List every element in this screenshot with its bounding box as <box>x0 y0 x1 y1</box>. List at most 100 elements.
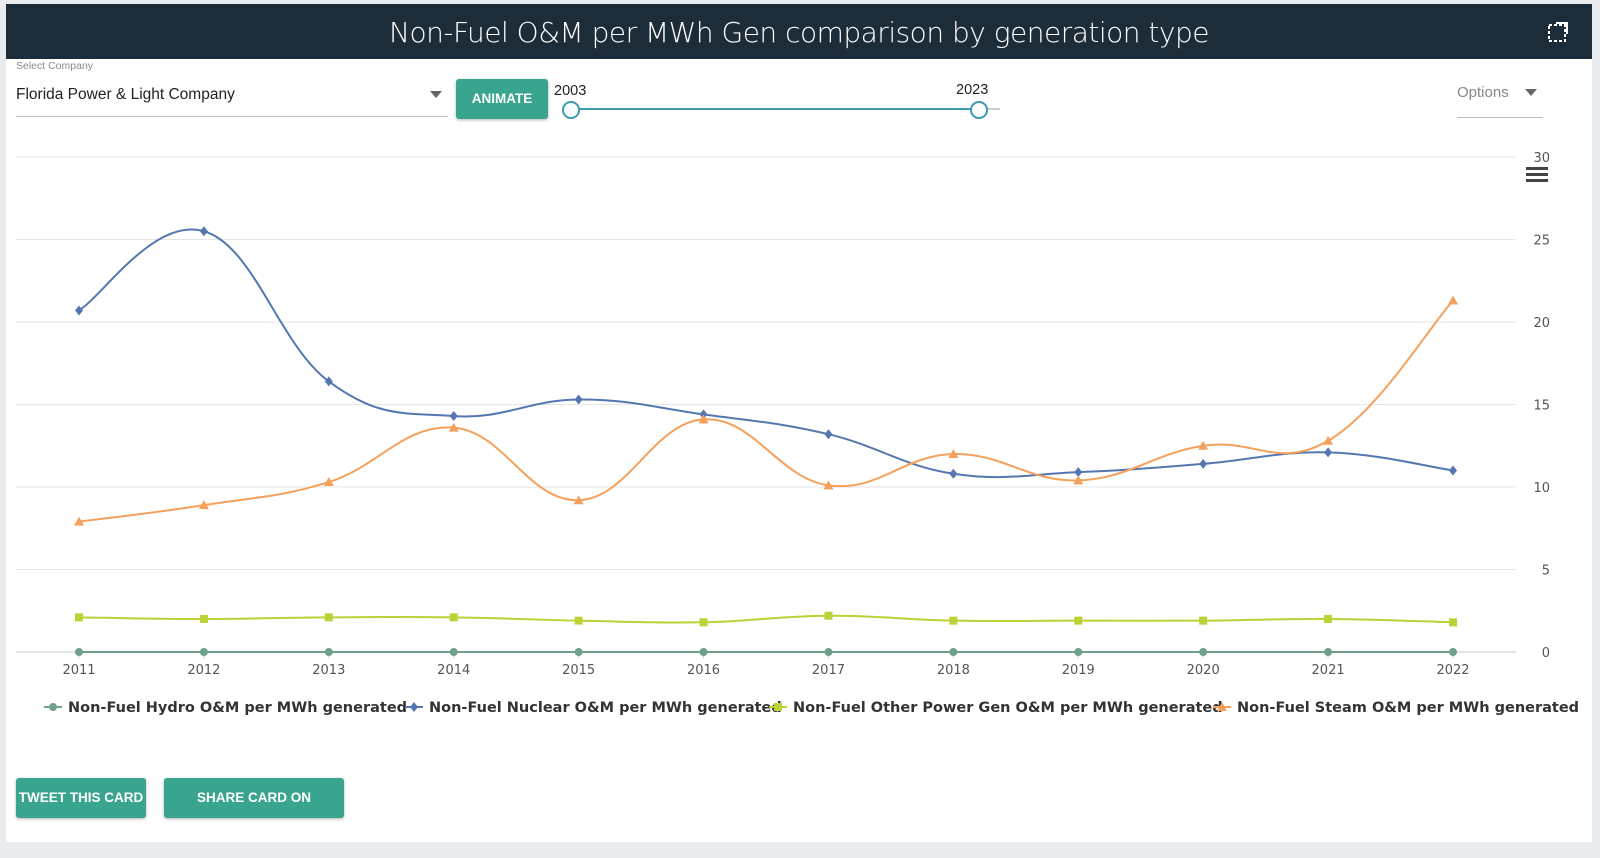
x-tick-label: 2016 <box>687 663 720 678</box>
card-title: Non-Fuel O&M per MWh Gen comparison by g… <box>389 16 1209 49</box>
series-line <box>78 614 1454 624</box>
data-point[interactable] <box>574 394 583 405</box>
chart-card: Non-Fuel O&M per MWh Gen comparison by g… <box>6 4 1592 845</box>
data-point[interactable] <box>1324 447 1333 458</box>
options-dropdown[interactable]: Options <box>1457 82 1543 118</box>
legend-item[interactable]: Non-Fuel Hydro O&M per MWh generated <box>44 700 407 716</box>
data-point[interactable] <box>948 449 959 458</box>
x-tick-label: 2018 <box>937 663 970 678</box>
data-point[interactable] <box>449 648 458 656</box>
x-tick-label: 2017 <box>812 663 845 678</box>
legend-label: Non-Fuel Hydro O&M per MWh generated <box>68 700 407 716</box>
x-tick-label: 2013 <box>312 663 345 678</box>
x-tick-label: 2011 <box>62 663 95 678</box>
y-tick-label: 5 <box>1542 564 1550 579</box>
legend-item[interactable]: Non-Fuel Other Power Gen O&M per MWh gen… <box>769 700 1223 716</box>
data-point[interactable] <box>1074 467 1083 478</box>
series-line <box>78 228 1454 479</box>
data-point[interactable] <box>199 615 208 623</box>
fullscreen-icon[interactable] <box>1546 20 1570 44</box>
data-point[interactable] <box>1448 295 1458 305</box>
data-point[interactable] <box>1199 648 1208 656</box>
data-point[interactable] <box>324 648 333 656</box>
data-point[interactable] <box>1199 616 1208 625</box>
legend-label: Non-Fuel Other Power Gen O&M per MWh gen… <box>793 700 1223 716</box>
card-header: Non-Fuel O&M per MWh Gen comparison by g… <box>6 4 1592 59</box>
data-point[interactable] <box>1198 440 1209 450</box>
data-point[interactable] <box>699 648 708 656</box>
data-point[interactable] <box>824 429 833 440</box>
data-point[interactable] <box>1074 648 1083 656</box>
data-point[interactable] <box>324 376 333 387</box>
data-point[interactable] <box>448 422 459 432</box>
data-point[interactable] <box>1324 648 1333 656</box>
chart-series <box>74 226 1458 656</box>
data-point[interactable] <box>949 648 958 656</box>
data-point[interactable] <box>949 616 958 625</box>
year-range-slider[interactable]: 2003 2023 <box>554 78 1014 128</box>
slider-start-handle[interactable] <box>562 101 580 119</box>
data-point[interactable] <box>824 611 833 620</box>
series-group <box>75 648 1457 656</box>
x-axis-ticks: 2011 2012 2013 2014 2015 2016 2017 2018 2019 2020… <box>62 652 1470 678</box>
data-point[interactable] <box>1449 648 1457 656</box>
slider-range-fill <box>572 108 980 110</box>
data-point[interactable] <box>75 613 83 622</box>
chevron-down-icon <box>430 91 442 98</box>
y-tick-label: 30 <box>1533 151 1550 166</box>
data-point[interactable] <box>449 411 458 422</box>
x-tick-label: 2019 <box>1062 663 1095 678</box>
slider-start-label: 2003 <box>554 83 587 99</box>
x-tick-label: 2020 <box>1187 663 1220 678</box>
x-tick-label: 2022 <box>1436 663 1469 678</box>
slider-end-handle[interactable] <box>970 101 988 119</box>
data-point[interactable] <box>1449 465 1457 476</box>
data-point[interactable] <box>199 226 208 237</box>
data-point[interactable] <box>198 500 209 510</box>
legend-item[interactable]: Non-Fuel Nuclear O&M per MWh generated <box>405 700 782 716</box>
data-point[interactable] <box>1323 435 1334 445</box>
data-point[interactable] <box>1449 618 1457 627</box>
data-point[interactable] <box>573 495 584 505</box>
legend-marker[interactable] <box>1217 702 1227 711</box>
legend-marker[interactable] <box>49 703 57 711</box>
company-select[interactable]: Florida Power & Light Company <box>16 76 448 117</box>
animate-button[interactable]: ANIMATE <box>456 79 548 119</box>
data-point[interactable] <box>74 516 84 526</box>
data-point[interactable] <box>75 648 83 656</box>
data-point[interactable] <box>324 613 333 622</box>
y-tick-label: 10 <box>1533 481 1550 496</box>
data-point[interactable] <box>574 648 583 656</box>
share-linkedin-button[interactable]: SHARE CARD ON LINKEDIN <box>164 778 344 845</box>
legend-marker[interactable] <box>410 702 418 712</box>
series-group <box>74 295 1458 526</box>
data-point[interactable] <box>449 613 458 622</box>
y-tick-label: 20 <box>1533 316 1550 331</box>
data-point[interactable] <box>1199 458 1208 469</box>
legend-item[interactable]: Non-Fuel Steam O&M per MWh generated <box>1213 700 1579 716</box>
data-point[interactable] <box>823 480 834 490</box>
data-point[interactable] <box>75 305 83 316</box>
data-point[interactable] <box>199 648 208 656</box>
data-point[interactable] <box>574 616 583 625</box>
series-line <box>78 299 1454 523</box>
data-point[interactable] <box>699 618 708 627</box>
data-point[interactable] <box>323 477 334 487</box>
y-axis-ticks: 0 5 10 15 20 25 30 <box>1533 151 1550 661</box>
data-point[interactable] <box>1074 616 1083 625</box>
y-tick-label: 0 <box>1542 646 1550 661</box>
tweet-card-button[interactable]: TWEET THIS CARD <box>16 778 146 818</box>
chart-legend[interactable]: Non-Fuel Hydro O&M per MWh generated Non-… <box>44 700 1579 716</box>
data-point[interactable] <box>824 648 833 656</box>
chevron-down-icon <box>1525 89 1537 96</box>
data-point[interactable] <box>1073 475 1084 485</box>
hamburger-menu-icon[interactable] <box>1526 167 1548 182</box>
data-point[interactable] <box>949 468 958 479</box>
x-tick-label: 2014 <box>437 663 470 678</box>
legend-marker[interactable] <box>774 703 782 711</box>
data-point[interactable] <box>698 414 709 424</box>
x-tick-label: 2021 <box>1312 663 1345 678</box>
data-point[interactable] <box>1324 615 1333 623</box>
company-select-value: Florida Power & Light Company <box>16 86 235 103</box>
